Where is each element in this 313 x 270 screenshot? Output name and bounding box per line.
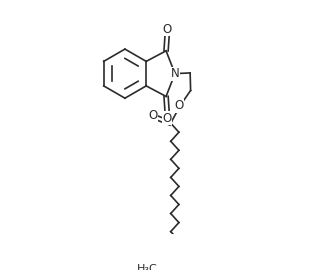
Text: O: O [174,99,183,112]
Text: N: N [171,67,179,80]
Text: H₃C: H₃C [137,264,158,270]
Text: O: O [163,23,172,36]
Text: O: O [163,112,172,125]
Text: O: O [148,109,157,122]
